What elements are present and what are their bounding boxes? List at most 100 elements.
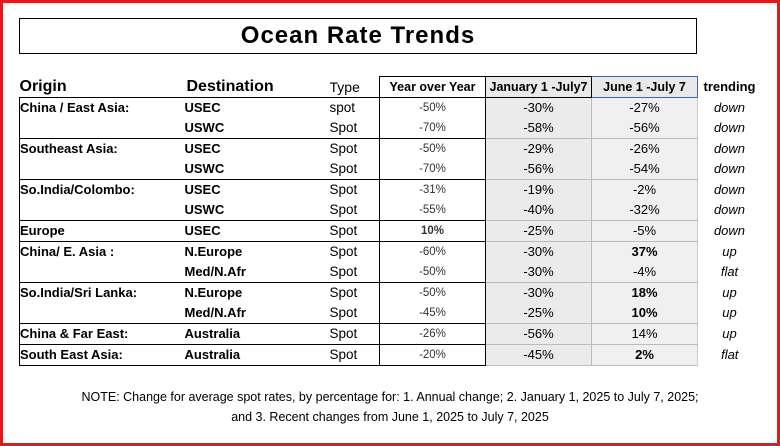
header-destination: Destination xyxy=(186,78,274,95)
yoy-cell: -70% xyxy=(379,118,486,139)
origin-cell: China/ E. Asia : xyxy=(19,241,185,262)
header-row: Origin Destination Type Year over Year J… xyxy=(19,76,762,98)
january-cell: -40% xyxy=(485,200,592,221)
january-cell: -29% xyxy=(485,138,592,159)
type-cell: Spot xyxy=(329,323,380,345)
table-row: China & Far East: Australia Spot -26% -5… xyxy=(19,323,762,345)
trend-cell: down xyxy=(713,181,746,197)
yoy-cell: -50% xyxy=(379,97,486,118)
type-cell: Spot xyxy=(329,241,380,262)
destination-cell: USEC xyxy=(184,138,330,159)
january-cell: -19% xyxy=(485,179,592,200)
yoy-cell: -70% xyxy=(379,159,486,180)
june-cell: 2% xyxy=(591,344,698,366)
origin-cell xyxy=(19,200,185,221)
trend-cell: down xyxy=(713,202,746,218)
header-june: June 1 -July 7 xyxy=(591,76,698,98)
trend-cell: flat xyxy=(720,264,739,280)
origin-cell: So.India/Sri Lanka: xyxy=(19,282,185,303)
yoy-cell: -26% xyxy=(379,323,486,345)
origin-cell xyxy=(19,303,185,324)
june-cell: 10% xyxy=(591,303,698,324)
type-cell: Spot xyxy=(329,159,380,180)
destination-cell: Australia xyxy=(184,344,330,366)
january-cell: -30% xyxy=(485,97,592,118)
trend-cell: up xyxy=(722,284,737,300)
footnote-line-1: NOTE: Change for average spot rates, by … xyxy=(81,390,699,404)
table-row: South East Asia: Australia Spot -20% -45… xyxy=(19,344,762,366)
january-cell: -30% xyxy=(485,262,592,283)
origin-cell xyxy=(19,118,185,139)
type-cell: Spot xyxy=(329,118,380,139)
table-row: Med/N.Afr Spot -50% -30% -4% flat xyxy=(19,262,762,283)
destination-cell: USEC xyxy=(184,220,330,242)
yoy-cell: -60% xyxy=(379,241,486,262)
destination-cell: N.Europe xyxy=(184,241,330,262)
trend-cell: down xyxy=(713,223,746,238)
footnote-line-2: and 3. Recent changes from June 1, 2025 … xyxy=(231,410,549,424)
june-cell: -54% xyxy=(591,159,698,180)
january-cell: -58% xyxy=(485,118,592,139)
june-cell: -2% xyxy=(591,179,698,200)
origin-cell: China / East Asia: xyxy=(19,97,185,118)
origin-cell xyxy=(19,159,185,180)
destination-cell: USEC xyxy=(184,97,330,118)
origin-cell: So.India/Colombo: xyxy=(19,179,185,200)
destination-cell: Australia xyxy=(184,323,330,345)
june-cell: -56% xyxy=(591,118,698,139)
yoy-cell: -45% xyxy=(379,303,486,324)
january-cell: -30% xyxy=(485,282,592,303)
type-cell: Spot xyxy=(329,200,380,221)
table-row: USWC Spot -55% -40% -32% down xyxy=(19,200,762,221)
type-cell: spot xyxy=(329,97,380,118)
january-cell: -25% xyxy=(485,220,592,242)
table-row: So.India/Colombo: USEC Spot -31% -19% -2… xyxy=(19,179,762,200)
origin-cell: South East Asia: xyxy=(19,344,185,366)
table-row: So.India/Sri Lanka: N.Europe Spot -50% -… xyxy=(19,282,762,303)
destination-cell: USWC xyxy=(184,118,330,139)
type-cell: Spot xyxy=(329,303,380,324)
origin-cell xyxy=(19,262,185,283)
trend-cell: up xyxy=(722,326,737,341)
origin-cell: Europe xyxy=(19,220,185,242)
destination-cell: USWC xyxy=(184,159,330,180)
type-cell: Spot xyxy=(329,138,380,159)
header-type: Type xyxy=(329,78,360,95)
header-trending: trending xyxy=(703,79,756,94)
trend-cell: up xyxy=(722,243,737,259)
june-cell: 14% xyxy=(591,323,698,345)
yoy-cell: -50% xyxy=(379,282,486,303)
origin-cell: China & Far East: xyxy=(19,323,185,345)
trend-cell: down xyxy=(713,161,746,177)
table-row: Southeast Asia: USEC Spot -50% -29% -26%… xyxy=(19,138,762,159)
type-cell: Spot xyxy=(329,179,380,200)
type-cell: Spot xyxy=(329,344,380,366)
table-row: USWC Spot -70% -56% -54% down xyxy=(19,159,762,180)
footnote: NOTE: Change for average spot rates, by … xyxy=(3,387,777,427)
trend-cell: flat xyxy=(721,347,739,362)
june-cell: -4% xyxy=(591,262,698,283)
table-row: China/ E. Asia : N.Europe Spot -60% -30%… xyxy=(19,241,762,262)
january-cell: -45% xyxy=(485,344,592,366)
yoy-cell: 10% xyxy=(379,220,486,242)
destination-cell: Med/N.Afr xyxy=(184,262,330,283)
destination-cell: Med/N.Afr xyxy=(184,303,330,324)
destination-cell: USEC xyxy=(184,179,330,200)
header-year-over-year: Year over Year xyxy=(379,76,486,98)
january-cell: -56% xyxy=(485,323,592,345)
january-cell: -56% xyxy=(485,159,592,180)
destination-cell: USWC xyxy=(184,200,330,221)
yoy-cell: -31% xyxy=(379,179,486,200)
destination-cell: N.Europe xyxy=(184,282,330,303)
header-origin: Origin xyxy=(19,78,67,95)
january-cell: -25% xyxy=(485,303,592,324)
yoy-cell: -20% xyxy=(379,344,486,366)
trend-cell: down xyxy=(713,120,746,136)
june-cell: -26% xyxy=(591,138,698,159)
type-cell: Spot xyxy=(329,262,380,283)
trend-cell: down xyxy=(713,140,746,156)
yoy-cell: -50% xyxy=(379,138,486,159)
header-january: January 1 -July7 xyxy=(485,76,592,98)
june-cell: -5% xyxy=(591,220,698,242)
june-cell: 18% xyxy=(591,282,698,303)
